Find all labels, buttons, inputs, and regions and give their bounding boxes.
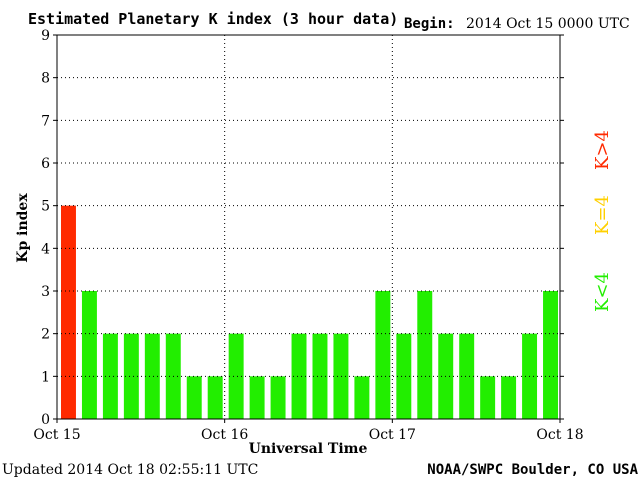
kp-bar: [228, 333, 244, 419]
kp-bar: [207, 376, 223, 419]
updated-timestamp: Updated 2014 Oct 18 02:55:11 UTC: [2, 462, 258, 478]
y-tick-label: 2: [41, 327, 50, 343]
x-tick-label: Oct 18: [536, 427, 583, 443]
kp-bar: [543, 291, 558, 419]
x-tick-label: Oct 15: [33, 427, 80, 443]
y-tick-label: 3: [41, 284, 50, 300]
y-tick-label: 6: [41, 156, 50, 172]
begin-label: Begin:: [404, 16, 455, 32]
kp-bar: [459, 333, 475, 419]
y-axis-label: Kp index: [15, 193, 31, 263]
x-tick-label: Oct 16: [201, 427, 248, 443]
kp-bar: [144, 333, 160, 419]
kp-bar: [480, 376, 496, 419]
kp-bar: [270, 376, 286, 419]
kp-bar: [81, 291, 97, 419]
x-axis-label: Universal Time: [249, 441, 368, 457]
chart-title: Estimated Planetary K index (3 hour data…: [28, 10, 398, 28]
y-tick-label: 0: [41, 412, 50, 428]
kp-bar: [291, 333, 307, 419]
x-tick-label: Oct 17: [369, 427, 416, 443]
y-tick-label: 5: [41, 199, 50, 215]
y-tick-label: 1: [41, 369, 50, 385]
legend-equal: K=4: [592, 195, 613, 235]
kp-bar: [354, 376, 370, 419]
legend-low: K<4: [592, 272, 613, 312]
y-tick-label: 8: [41, 71, 50, 87]
kp-bar: [417, 291, 433, 419]
kp-bar: [186, 376, 202, 419]
y-tick-label: 4: [41, 241, 50, 257]
kp-bar: [375, 291, 391, 419]
y-tick-label: 9: [41, 28, 50, 44]
kp-bar: [61, 205, 76, 419]
y-tick-label: 7: [41, 113, 50, 129]
kp-bar: [312, 333, 328, 419]
kp-bar: [501, 376, 517, 419]
plot-area: 0 1 2 3 4 5 6 7 8 9 Oct 15 Oct 16 Oct 17 Oct 18: [33, 28, 583, 443]
kp-bar: [249, 376, 265, 419]
legend-high: K>4: [592, 130, 613, 170]
credit-text: NOAA/SWPC Boulder, CO USA: [427, 462, 638, 478]
kp-bar: [333, 333, 349, 419]
kp-bar: [396, 333, 412, 419]
begin-value: 2014 Oct 15 0000 UTC: [466, 16, 630, 32]
plot-frame: [56, 34, 561, 420]
kp-bar: [123, 333, 139, 419]
kp-bar: [102, 333, 118, 419]
